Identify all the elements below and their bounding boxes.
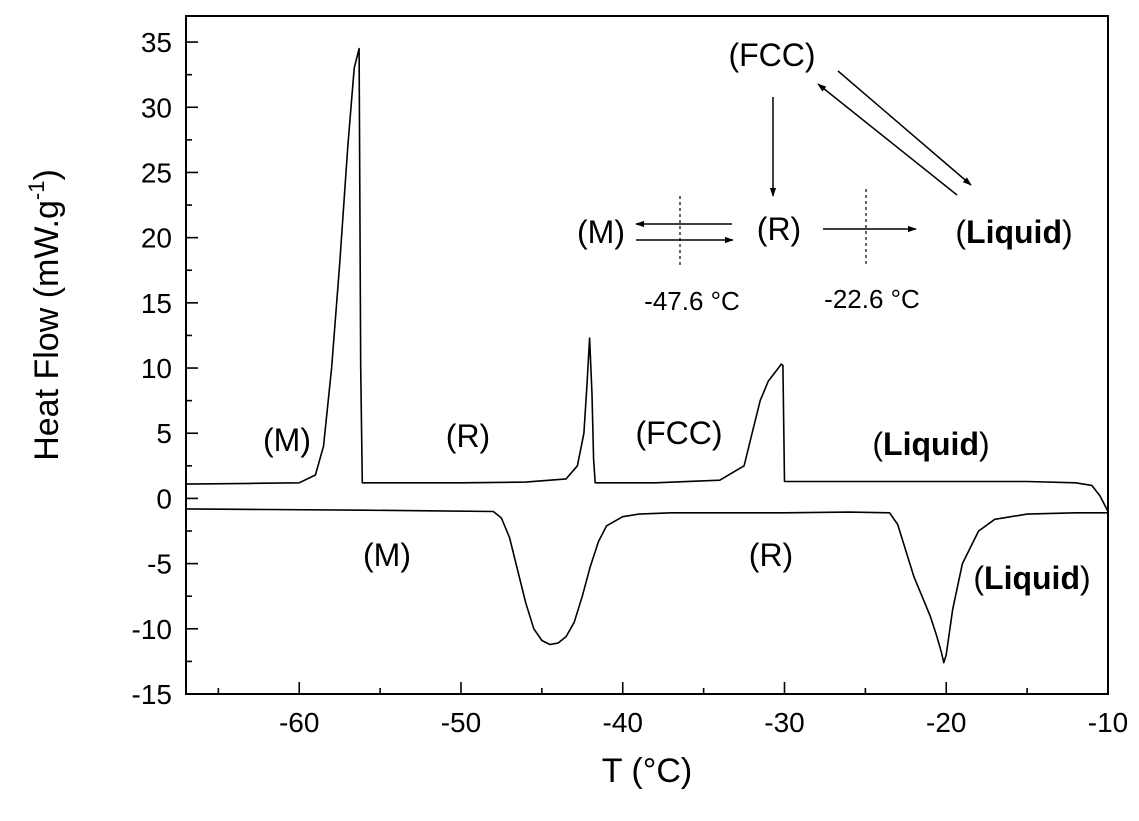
x-tick-label: -40 bbox=[603, 707, 643, 738]
label-cooling-r: (R) bbox=[749, 537, 793, 573]
label-cooling-liquid-close: ) bbox=[1080, 560, 1091, 596]
label-cooling-liquid-open: ( bbox=[973, 560, 984, 596]
y-axis-title-main: Heat Flow (mW.g bbox=[28, 200, 66, 461]
label-heating-liquid-close: ) bbox=[979, 426, 990, 462]
inset-liquid: (Liquid) bbox=[955, 214, 1072, 250]
label-cooling-liquid: (Liquid) bbox=[973, 560, 1090, 596]
x-tick-label: -10 bbox=[1088, 707, 1128, 738]
y-axis-title-sup: -1 bbox=[24, 181, 49, 201]
label-heating-liquid-bold: Liquid bbox=[883, 426, 979, 462]
inset-diagram: (FCC) (M) (R) (Liquid) -47.6 °C -22.6 °C bbox=[577, 37, 1073, 316]
x-axis-title: T (°C) bbox=[602, 752, 692, 790]
label-heating-m: (M) bbox=[263, 422, 311, 458]
label-heating-liquid-open: ( bbox=[872, 426, 883, 462]
y-tick-label: -10 bbox=[132, 614, 172, 645]
y-tick-label: -5 bbox=[147, 549, 172, 580]
y-tick-label: 25 bbox=[141, 157, 172, 188]
y-tick-label: 5 bbox=[156, 418, 172, 449]
inset-temp-right: -22.6 °C bbox=[824, 284, 920, 314]
y-axis-title-close: ) bbox=[28, 169, 66, 180]
y-tick-label: 10 bbox=[141, 353, 172, 384]
y-tick-label: 15 bbox=[141, 288, 172, 319]
y-tick-label: 20 bbox=[141, 223, 172, 254]
inset-liquid-close: ) bbox=[1062, 214, 1073, 250]
arrow-fcc-to-liquid bbox=[837, 70, 972, 186]
label-heating-liquid: (Liquid) bbox=[872, 426, 989, 462]
series-group bbox=[185, 47, 1109, 664]
inset-temp-left: -47.6 °C bbox=[644, 286, 740, 316]
label-cooling-liquid-bold: Liquid bbox=[984, 560, 1080, 596]
x-tick-label: -20 bbox=[926, 707, 966, 738]
inset-m: (M) bbox=[577, 214, 625, 250]
y-tick-label: 30 bbox=[141, 92, 172, 123]
x-tick-label: -50 bbox=[441, 707, 481, 738]
label-heating-fcc: (FCC) bbox=[635, 415, 722, 451]
x-axis-ticks: -60 -50 -40 -30 -20 -10 bbox=[217, 682, 1128, 738]
x-tick-label: -60 bbox=[279, 707, 319, 738]
y-tick-label: 0 bbox=[156, 483, 172, 514]
inset-liquid-open: ( bbox=[955, 214, 966, 250]
y-tick-label: 35 bbox=[141, 27, 172, 58]
y-axis-title: Heat Flow (mW.g-1) bbox=[24, 169, 66, 461]
inset-liquid-bold: Liquid bbox=[966, 214, 1062, 250]
inset-r: (R) bbox=[757, 211, 801, 247]
inset-fcc: (FCC) bbox=[728, 37, 815, 73]
plot-frame bbox=[185, 15, 1109, 695]
y-axis-ticks: -15 -10 -5 0 5 10 15 20 25 30 35 bbox=[132, 27, 198, 710]
arrow-liquid-to-fcc bbox=[817, 83, 958, 196]
series-cooling-line bbox=[185, 508, 1108, 664]
x-tick-label: -30 bbox=[764, 707, 804, 738]
label-cooling-m: (M) bbox=[363, 537, 411, 573]
label-heating-r: (R) bbox=[446, 418, 490, 454]
y-tick-label: -15 bbox=[132, 679, 172, 710]
series-heating-line bbox=[185, 47, 1109, 512]
